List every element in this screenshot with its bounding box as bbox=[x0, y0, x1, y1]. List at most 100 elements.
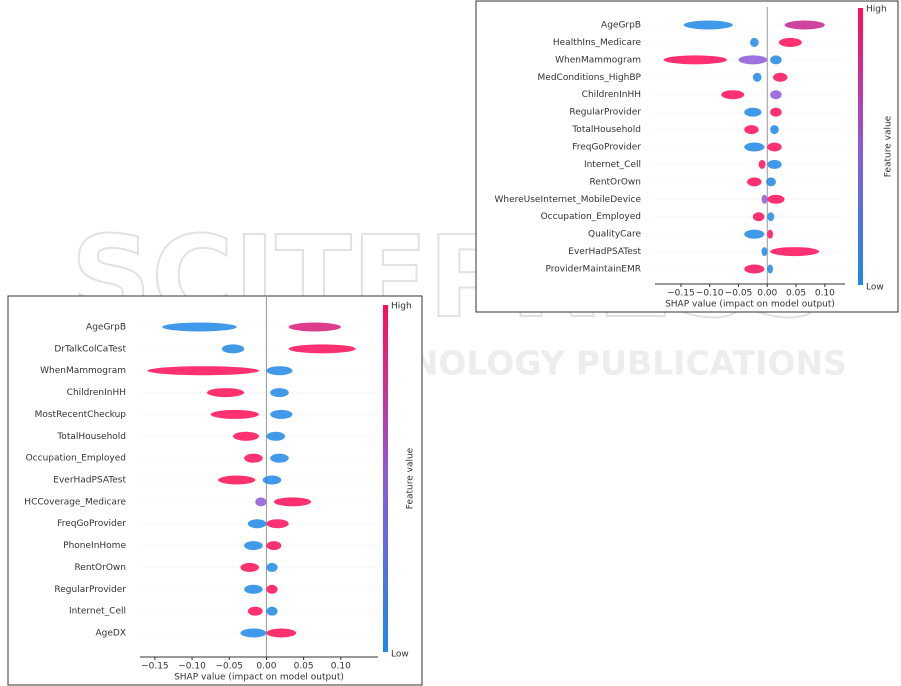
feature-label: RentOrOwn bbox=[74, 563, 126, 573]
shap-cluster bbox=[266, 562, 278, 572]
feature-label: ProviderMaintainEMR bbox=[546, 265, 642, 275]
shap-cluster bbox=[221, 344, 245, 354]
x-tick-label: −0.10 bbox=[178, 662, 206, 672]
feature-label: FreqGoProvider bbox=[57, 519, 126, 529]
shap-cluster bbox=[752, 72, 762, 82]
x-tick-label: 0.10 bbox=[815, 289, 835, 299]
shap-cluster bbox=[770, 107, 782, 117]
feature-label: EverHadPSATest bbox=[53, 476, 126, 486]
x-tick-label: −0.10 bbox=[696, 289, 724, 299]
shap-cluster bbox=[767, 229, 774, 239]
shap-cluster bbox=[206, 388, 245, 398]
shap-cluster bbox=[766, 177, 776, 187]
shap-cluster bbox=[266, 606, 278, 616]
feature-label: WhenMammogram bbox=[40, 366, 126, 376]
shap-cluster bbox=[266, 584, 278, 594]
shap-cluster bbox=[761, 247, 768, 257]
x-tick-label: −0.05 bbox=[215, 662, 243, 672]
colorbar-low: Low bbox=[391, 650, 409, 660]
feature-label: ChildrenInHH bbox=[67, 388, 126, 398]
shap-cluster bbox=[683, 20, 733, 30]
shap-cluster bbox=[244, 541, 263, 551]
shap-cluster bbox=[247, 519, 267, 529]
x-tick-label: 0.05 bbox=[294, 662, 314, 672]
feature-label: MostRecentCheckup bbox=[35, 410, 127, 420]
shap-cluster bbox=[770, 55, 782, 65]
shap-cluster bbox=[232, 431, 259, 441]
shap-cluster bbox=[744, 107, 762, 117]
shap-cluster bbox=[210, 409, 259, 419]
feature-label: HealthIns_Medicare bbox=[553, 38, 642, 48]
shap-cluster bbox=[752, 212, 765, 222]
x-tick-label: −0.05 bbox=[725, 289, 753, 299]
x-tick-label: −0.15 bbox=[141, 662, 169, 672]
shap-cluster bbox=[784, 20, 825, 30]
shap-cluster bbox=[773, 72, 788, 82]
shap-cluster bbox=[273, 497, 312, 507]
chart-frame bbox=[475, 0, 899, 313]
shap-cluster bbox=[270, 453, 289, 463]
x-axis-label: SHAP value (impact on model output) bbox=[665, 300, 835, 310]
shap-cluster bbox=[767, 159, 782, 169]
chart-frame bbox=[7, 295, 423, 686]
feature-label: Internet_Cell bbox=[69, 607, 126, 617]
colorbar-label: Feature value bbox=[406, 447, 416, 509]
shap-cluster bbox=[778, 37, 802, 47]
feature-label: AgeDX bbox=[95, 629, 126, 639]
feature-label: QualityCare bbox=[588, 230, 641, 240]
shap-cluster bbox=[744, 264, 765, 274]
feature-label: WhereUseInternet_MobileDevice bbox=[494, 195, 641, 205]
colorbar bbox=[383, 305, 388, 652]
x-axis-label: SHAP value (impact on model output) bbox=[174, 673, 344, 683]
feature-label: TotalHousehold bbox=[56, 432, 126, 442]
shap-cluster bbox=[266, 628, 297, 638]
shap-cluster bbox=[270, 388, 289, 398]
feature-label: EverHadPSATest bbox=[568, 247, 641, 257]
shap-cluster bbox=[247, 606, 263, 616]
feature-label: Occupation_Employed bbox=[26, 454, 126, 464]
colorbar-label: Feature value bbox=[884, 115, 894, 177]
colorbar-high: High bbox=[391, 302, 412, 312]
feature-label: FreqGoProvider bbox=[572, 143, 641, 153]
x-tick-label: 0.00 bbox=[757, 289, 777, 299]
shap-cluster bbox=[288, 322, 341, 332]
shap-cluster bbox=[218, 475, 256, 485]
shap-cluster bbox=[770, 247, 820, 257]
shap-cluster bbox=[770, 90, 782, 100]
shap-cluster bbox=[767, 212, 775, 222]
feature-label: AgeGrpB bbox=[86, 323, 126, 333]
feature-label: DrTalkColCaTest bbox=[54, 344, 126, 354]
feature-label: RegularProvider bbox=[54, 585, 126, 595]
shap-cluster bbox=[266, 431, 286, 441]
colorbar-low: Low bbox=[866, 283, 884, 293]
shap-cluster bbox=[721, 90, 745, 100]
shap-cluster bbox=[747, 177, 762, 187]
shap-cluster bbox=[240, 562, 259, 572]
feature-label: MedConditions_HighBP bbox=[538, 73, 642, 83]
shap-cluster bbox=[262, 475, 282, 485]
shap-cluster bbox=[738, 55, 768, 65]
shap-cluster bbox=[750, 37, 759, 47]
feature-label: PhoneInHome bbox=[63, 541, 126, 551]
shap-cluster bbox=[162, 322, 237, 332]
shap-cluster bbox=[744, 229, 765, 239]
shap-cluster bbox=[240, 628, 267, 638]
shap-cluster bbox=[767, 142, 782, 152]
feature-label: Occupation_Employed bbox=[541, 212, 641, 222]
feature-label: WhenMammogram bbox=[555, 55, 641, 65]
feature-label: AgeGrpB bbox=[601, 21, 641, 31]
shap-cluster bbox=[270, 409, 293, 419]
shap-cluster bbox=[244, 453, 263, 463]
x-tick-label: −0.15 bbox=[667, 289, 695, 299]
x-tick-label: 0.05 bbox=[786, 289, 806, 299]
shap-cluster bbox=[758, 159, 766, 169]
shap-cluster bbox=[767, 194, 785, 204]
feature-label: HCCoverage_Medicare bbox=[24, 497, 126, 507]
feature-label: TotalHousehold bbox=[571, 125, 641, 135]
feature-label: RegularProvider bbox=[569, 108, 641, 118]
feature-label: ChildrenInHH bbox=[582, 90, 641, 100]
feature-label: RentOrOwn bbox=[589, 177, 641, 187]
shap-cluster bbox=[266, 519, 289, 529]
shap-cluster bbox=[266, 366, 293, 376]
